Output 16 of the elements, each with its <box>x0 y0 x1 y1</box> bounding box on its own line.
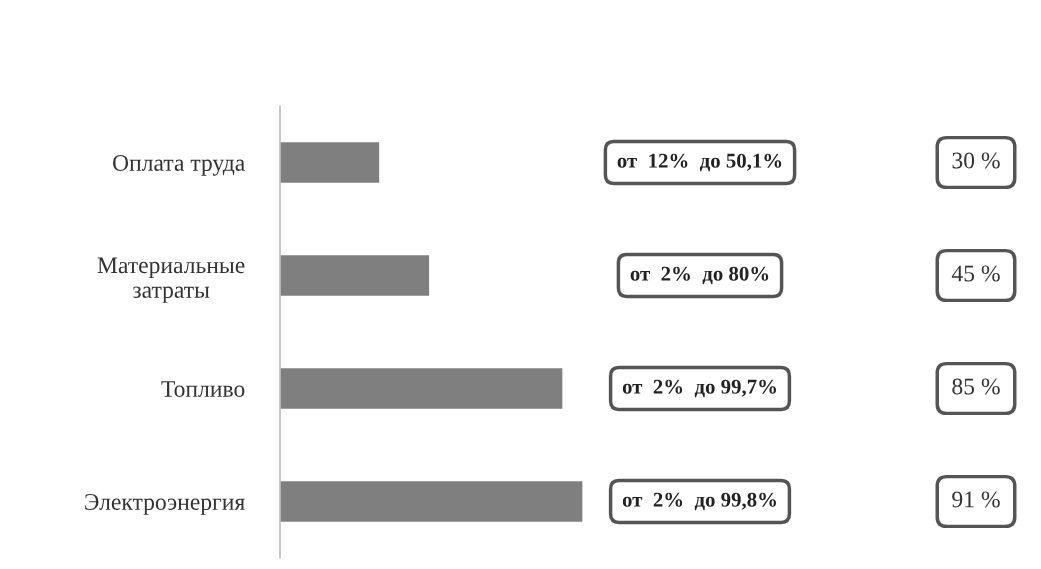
bar <box>280 479 584 524</box>
data-label: 91 % <box>952 491 1000 508</box>
text: от 2% до 99,8% <box>622 492 776 511</box>
data-label: 45 % <box>951 265 1000 282</box>
text: от 12% до 50,1% <box>617 153 782 172</box>
bar <box>280 366 564 411</box>
text: от 2% до 99,7% <box>622 379 776 398</box>
y-tick-label: Материальные затраты <box>97 257 245 303</box>
data-label: 85 % <box>952 378 1000 395</box>
data-label: 30 % <box>952 152 1000 169</box>
text: от 2% до 80% <box>630 266 769 285</box>
bar <box>280 140 381 185</box>
y-tick-label: Оплата труда <box>113 155 245 176</box>
bar <box>280 253 431 298</box>
y-tick-label: Электроэнергия <box>85 494 245 515</box>
y-tick-label: Топливо <box>161 381 245 397</box>
